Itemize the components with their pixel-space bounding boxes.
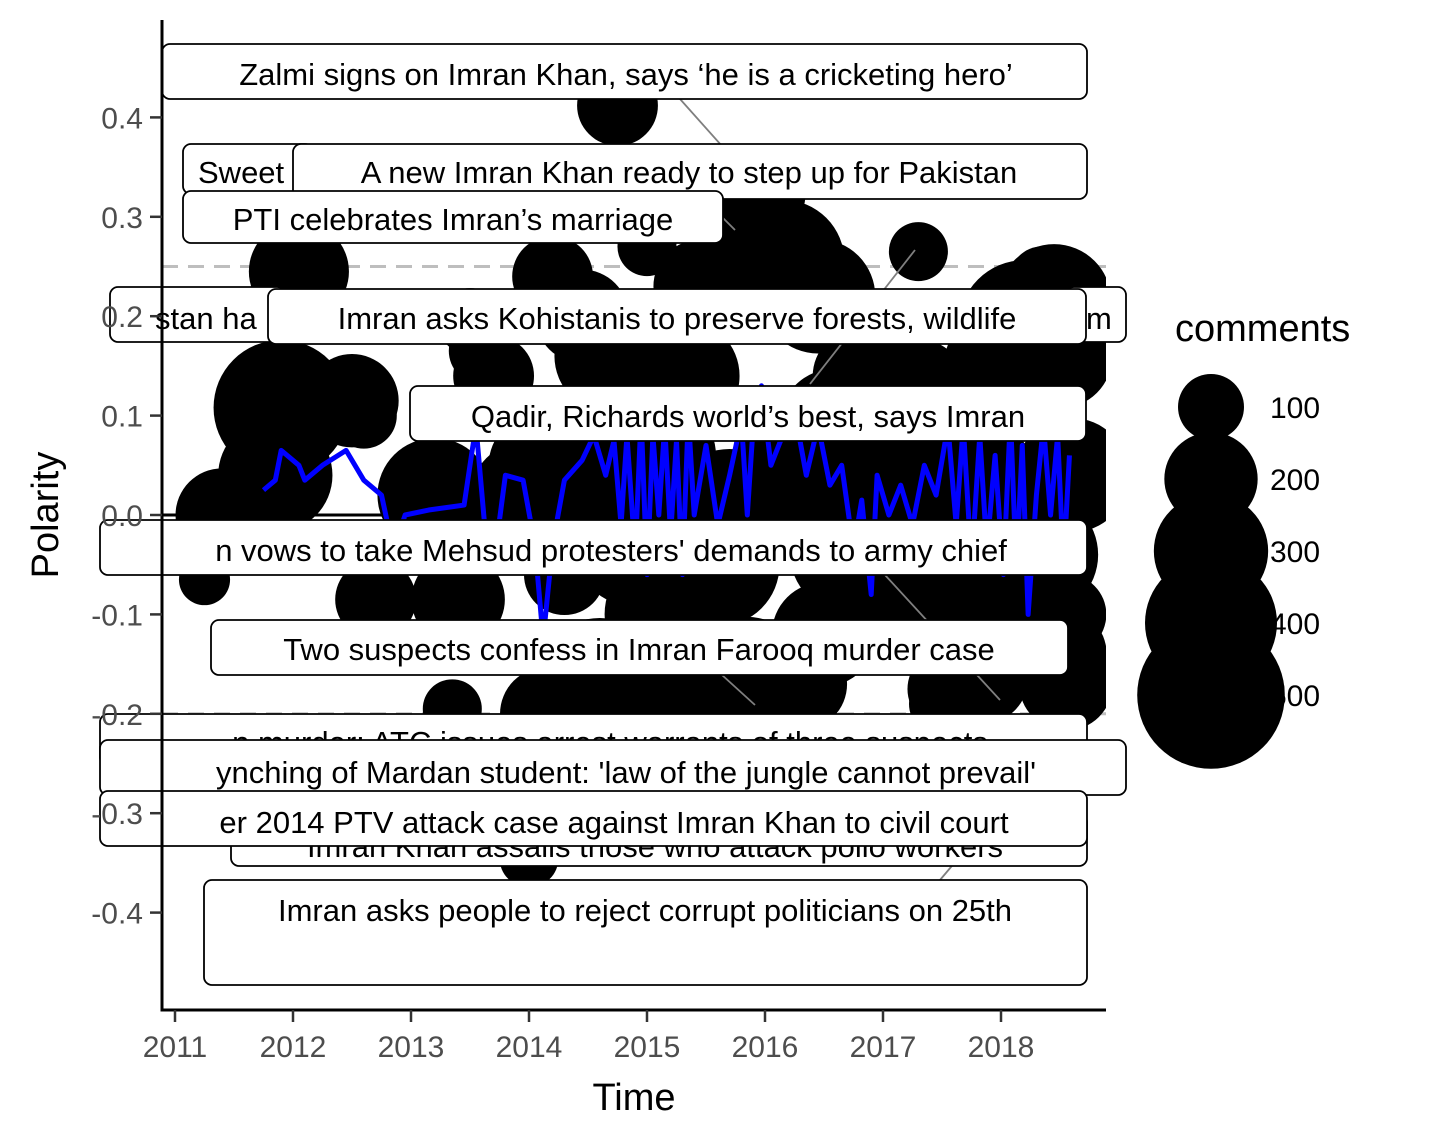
annotation-label: Two suspects confess in Imran Farooq mur…	[210, 619, 1069, 676]
annotation-text: stan ha	[155, 301, 257, 336]
x-tick-label: 2011	[143, 1031, 208, 1064]
y-tick-label: -0.3	[91, 798, 143, 831]
polarity-trend-line	[261, 383, 1072, 642]
legend-key-circle	[1178, 374, 1244, 440]
legend-entry-label: 400	[1270, 608, 1320, 641]
annotation-box	[182, 190, 724, 244]
x-tick-label: 2012	[260, 1031, 327, 1064]
annotation-text: ynching of Mardan student: 'law of the j…	[216, 755, 1036, 790]
y-tick-label: 0.0	[101, 500, 143, 533]
x-tick-label: 2014	[496, 1031, 563, 1064]
annotation-box	[203, 879, 1088, 986]
legend-entry-label: 200	[1270, 464, 1320, 497]
legend: comments 100 200 300 400 500	[1137, 308, 1350, 769]
annotation-box	[267, 288, 1087, 345]
annotation-text: Imran asks people to reject corrupt poli…	[278, 893, 1012, 928]
annotation-text: PTI celebrates Imran’s marriage	[233, 202, 673, 237]
annotation-label: PTI celebrates Imran’s marriage	[182, 190, 724, 244]
legend-key-circle	[1137, 621, 1285, 769]
x-tick-label: 2015	[614, 1031, 681, 1064]
y-tick-label: 0.2	[101, 301, 143, 334]
annotation-box	[99, 519, 1088, 576]
x-tick-label: 2016	[732, 1031, 799, 1064]
x-axis-title: Time	[592, 1077, 675, 1119]
legend-entry-label: 100	[1270, 392, 1320, 425]
x-tick-label: 2017	[850, 1031, 917, 1064]
data-point	[888, 222, 948, 282]
annotation-label: stan ha	[109, 286, 286, 343]
legend-entry-label: 500	[1270, 680, 1320, 713]
annotation-text: A new Imran Khan ready to step up for Pa…	[361, 155, 1018, 190]
annotation-box	[409, 385, 1087, 442]
y-tick-label: 0.1	[101, 401, 143, 434]
annotation-label: n vows to take Mehsud protesters' demand…	[99, 519, 1088, 576]
annotation-label: Imran asks Kohistanis to preserve forest…	[267, 288, 1087, 345]
y-tick-label: -0.2	[91, 699, 143, 732]
y-tick-label: -0.4	[91, 898, 143, 931]
legend-entry: 500	[1137, 621, 1320, 769]
annotation-connector	[721, 674, 756, 706]
annotation-text: Zalmi signs on Imran Khan, says ‘he is a…	[239, 57, 1013, 92]
annotation-text: Sweet	[198, 155, 285, 190]
annotation-text: n vows to take Mehsud protesters' demand…	[215, 533, 1007, 568]
y-axis-ticks: -0.4 -0.3 -0.2 -0.1 0.0 0.1 0.2 0.3 0.4	[91, 102, 162, 931]
annotation-label: Qadir, Richards world’s best, says Imran	[409, 385, 1087, 442]
x-tick-label: 2013	[378, 1031, 445, 1064]
y-tick-label: -0.1	[91, 599, 143, 632]
y-tick-label: 0.4	[101, 102, 143, 135]
annotation-text: Qadir, Richards world’s best, says Imran	[471, 399, 1025, 434]
legend-entry-label: 300	[1270, 536, 1320, 569]
annotation-label: Imran asks people to reject corrupt poli…	[203, 879, 1088, 986]
annotation-label: er 2014 PTV attack case against Imran Kh…	[99, 790, 1088, 847]
y-tick-label: 0.3	[101, 202, 143, 235]
data-point	[330, 382, 397, 449]
annotation-label: ynching of Mardan student: 'law of the j…	[99, 739, 1127, 796]
annotation-labels: Zalmi signs on Imran Khan, says ‘he is a…	[99, 43, 1127, 986]
legend-entry: 100	[1178, 374, 1320, 440]
annotation-box	[210, 619, 1069, 676]
annotation-text: m	[1086, 301, 1112, 336]
annotation-box	[99, 790, 1088, 847]
legend-title: comments	[1175, 308, 1350, 350]
annotation-text: Two suspects confess in Imran Farooq mur…	[283, 632, 995, 667]
annotation-text: Imran asks Kohistanis to preserve forest…	[338, 301, 1017, 336]
x-axis-ticks: 2011 2012 2013 2014 2015 2016 2017 2018	[143, 1010, 1035, 1064]
x-tick-label: 2018	[968, 1031, 1035, 1064]
y-axis-title: Polarity	[25, 452, 67, 579]
annotation-text: er 2014 PTV attack case against Imran Kh…	[219, 805, 1009, 840]
trend-line-layer	[261, 383, 1072, 642]
annotation-label: A new Imran Khan ready to step up for Pa…	[292, 143, 1088, 200]
legend-entries: 100 200 300 400 500	[1137, 374, 1320, 769]
annotation-label: Zalmi signs on Imran Khan, says ‘he is a…	[161, 43, 1088, 100]
